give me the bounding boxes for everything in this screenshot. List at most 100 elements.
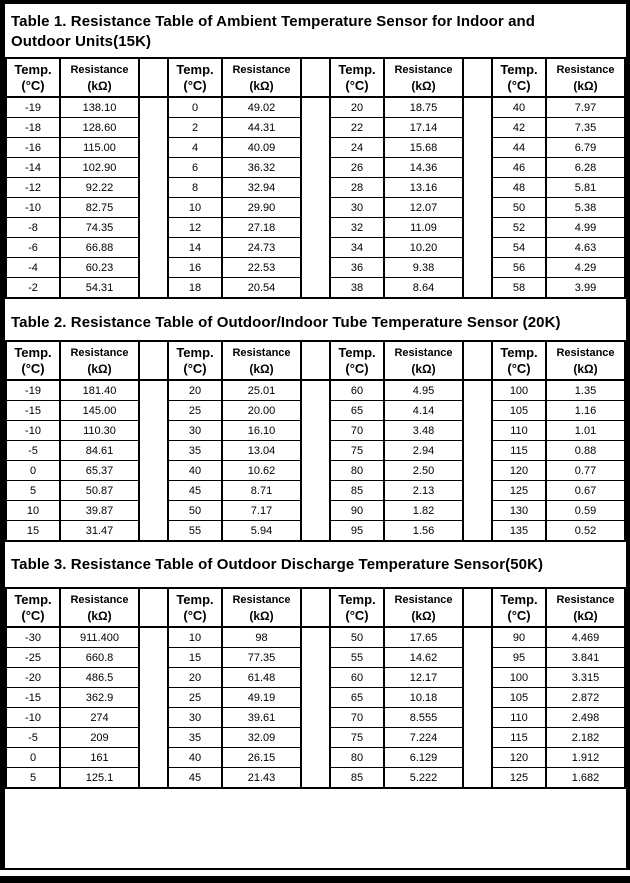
temp-cell: 42 [491,117,547,138]
temp-cell: 95 [491,647,547,668]
resistance-unit-label: (kΩ) [573,78,598,93]
resistance-cell: 486.5 [59,667,140,688]
temp-cell: 48 [491,177,547,198]
temp-cell: -20 [5,667,61,688]
resistance-cell: 84.61 [59,440,140,461]
temp-unit-label: (°C) [345,607,369,623]
resistance-label: Resistance [394,593,453,606]
header-resistance-cell: Resistance (kΩ) [383,587,464,628]
resistance-cell: 911.400 [59,626,140,648]
temp-cell: 80 [329,460,385,481]
resistance-cell: 21.43 [221,767,302,789]
resistance-cell: 3.48 [383,420,464,441]
resistance-cell: 362.9 [59,687,140,708]
temp-cell: 50 [491,197,547,218]
temp-cell: 0 [5,747,61,768]
resistance-cell: 1.912 [545,747,626,768]
temp-cell: 58 [491,277,547,299]
table-body: -30 911.400 10 98 50 17.65 90 4.469 -25 660.8 15 77… [5,626,626,789]
temp-cell: 0 [167,96,223,118]
temp-cell: 44 [491,137,547,158]
resistance-table-2: Temp. (°C) Resistance (kΩ) Temp. (°C) Resistan… [5,340,626,542]
header-resistance-cell: Resistance (kΩ) [59,57,140,98]
temp-cell: 115 [491,727,547,748]
resistance-cell: 6.129 [383,747,464,768]
resistance-cell: 49.19 [221,687,302,708]
temp-cell: 25 [167,400,223,421]
resistance-cell: 5.38 [545,197,626,218]
resistance-cell: 20.00 [221,400,302,421]
group-gap-header [300,587,331,628]
temp-cell: 24 [329,137,385,158]
resistance-cell: 32.94 [221,177,302,198]
temp-label: Temp. [338,61,376,77]
temp-cell: -18 [5,117,61,138]
temp-cell: 35 [167,440,223,461]
temp-cell: 105 [491,687,547,708]
temp-cell: 45 [167,767,223,789]
temp-cell: 8 [167,177,223,198]
group-gap-header [138,587,169,628]
resistance-cell: 13.04 [221,440,302,461]
temp-cell: 45 [167,480,223,501]
resistance-label: Resistance [394,346,453,359]
header-temp-cell: Temp. (°C) [167,57,223,98]
temp-cell: 30 [167,420,223,441]
temp-cell: 125 [491,480,547,501]
temp-cell: 120 [491,747,547,768]
temp-cell: 130 [491,500,547,521]
resistance-cell: 7.224 [383,727,464,748]
resistance-cell: 9.38 [383,257,464,278]
temp-cell: 20 [329,96,385,118]
temp-cell: 38 [329,277,385,299]
temp-cell: -5 [5,440,61,461]
table-3-title: Table 3. Resistance Table of Outdoor Dis… [11,556,544,573]
resistance-cell: 1.16 [545,400,626,421]
resistance-cell: 13.16 [383,177,464,198]
resistance-cell: 39.87 [59,500,140,521]
temp-cell: 15 [167,647,223,668]
resistance-cell: 2.498 [545,707,626,728]
table-row: 10 39.87 50 7.17 90 1.82 130 0.59 [5,500,626,521]
temp-cell: 4 [167,137,223,158]
header-temp-cell: Temp. (°C) [329,57,385,98]
table-row: -19 138.10 0 49.02 20 18.75 40 7.97 [5,96,626,299]
table-section-1: Table 1. Resistance Table of Ambient Tem… [5,4,626,299]
temp-cell: 26 [329,157,385,178]
resistance-cell: 24.73 [221,237,302,258]
group-gap-header [138,57,169,98]
header-temp-cell: Temp. (°C) [491,587,547,628]
header-row: Temp. (°C) Resistance (kΩ) Temp. (°C) Resistan… [5,57,626,98]
resistance-cell: 17.14 [383,117,464,138]
resistance-unit-label: (kΩ) [249,361,274,376]
resistance-cell: 128.60 [59,117,140,138]
resistance-table-3: Temp. (°C) Resistance (kΩ) Temp. (°C) Resistan… [5,587,626,789]
table-row: -4 60.23 16 22.53 36 9.38 56 4.29 [5,257,626,278]
temp-cell: 20 [167,667,223,688]
resistance-cell: 2.182 [545,727,626,748]
resistance-unit-label: (kΩ) [87,361,112,376]
resistance-cell: 102.90 [59,157,140,178]
resistance-cell: 18.75 [383,96,464,118]
temp-cell: 12 [167,217,223,238]
temp-unit-label: (°C) [507,360,531,376]
resistance-label: Resistance [556,346,615,359]
temp-cell: 15 [5,520,61,542]
temp-cell: 80 [329,747,385,768]
temp-cell: 30 [329,197,385,218]
resistance-cell: 3.841 [545,647,626,668]
temp-cell: 50 [329,626,385,648]
resistance-cell: 61.48 [221,667,302,688]
resistance-cell: 3.99 [545,277,626,299]
temp-label: Temp. [14,344,52,360]
resistance-cell: 15.68 [383,137,464,158]
temp-cell: 0 [5,460,61,481]
group-gap-header [462,57,493,98]
temp-cell: 40 [167,460,223,481]
temp-cell: -8 [5,217,61,238]
temp-label: Temp. [14,61,52,77]
temp-cell: 46 [491,157,547,178]
temp-label: Temp. [338,344,376,360]
resistance-cell: 4.63 [545,237,626,258]
resistance-cell: 12.07 [383,197,464,218]
